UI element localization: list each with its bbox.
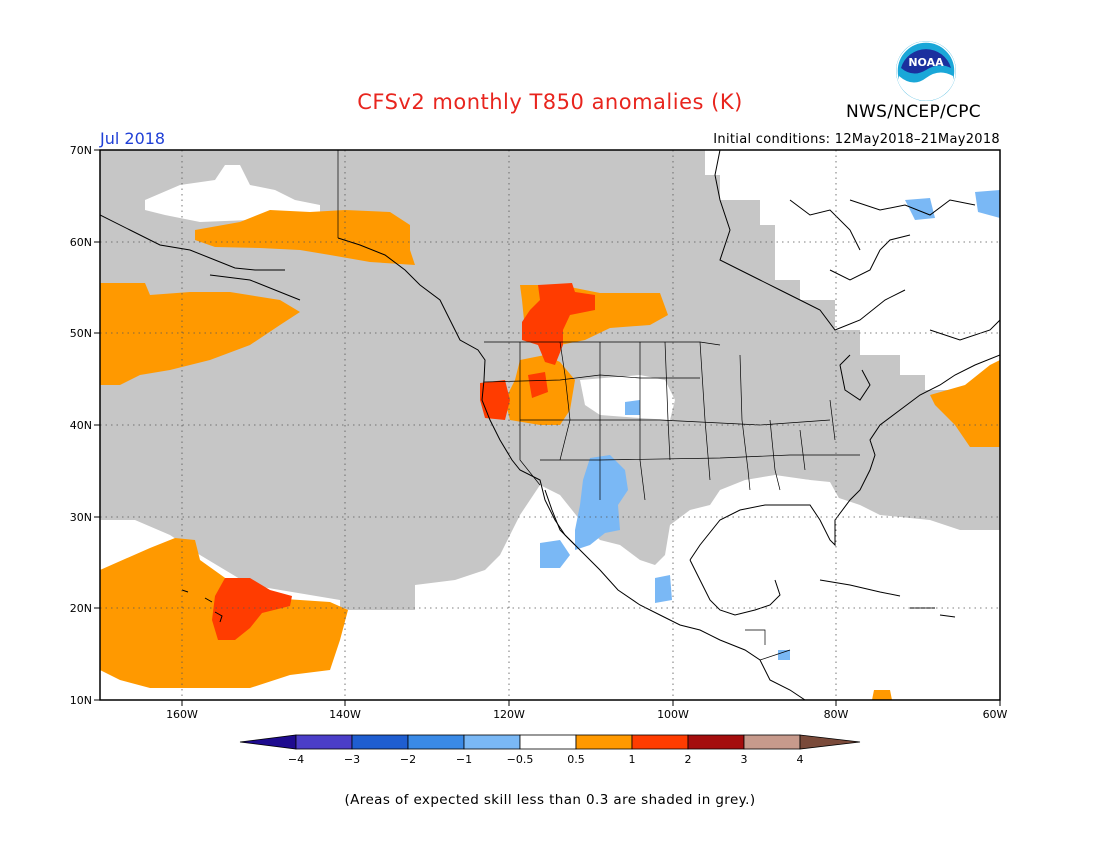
lat-label: 60N	[70, 236, 92, 249]
lat-label: 20N	[70, 602, 92, 615]
legend-label: 2	[685, 753, 692, 766]
lat-label: 40N	[70, 419, 92, 432]
lat-label: 50N	[70, 327, 92, 340]
lon-label: 160W	[166, 708, 198, 721]
lat-label: 10N	[70, 694, 92, 707]
political-borders	[337, 150, 860, 661]
legend-label: 1	[629, 753, 636, 766]
anomaly-1-2	[212, 283, 595, 640]
legend-label: −4	[288, 753, 304, 766]
legend-label: −0.5	[507, 753, 534, 766]
lon-ticks	[181, 700, 1001, 706]
noaa-logo-icon: NOAA	[896, 41, 956, 101]
agency-label: NWS/NCEP/CPC	[846, 102, 981, 122]
initial-conditions-label: Initial conditions: 12May2018–21May2018	[713, 132, 1000, 147]
white-patch-southeast	[740, 478, 840, 510]
legend-arrow-high	[799, 734, 861, 750]
lat-label: 70N	[70, 144, 92, 157]
legend-swatch	[295, 734, 353, 750]
legend-swatch	[407, 734, 465, 750]
legend-label: −1	[456, 753, 472, 766]
legend-label: −3	[344, 753, 360, 766]
legend-label: 3	[741, 753, 748, 766]
legend-swatch	[575, 734, 633, 750]
lon-label: 80W	[824, 708, 849, 721]
white-patch-alaska-north	[145, 165, 320, 222]
valid-month-label: Jul 2018	[100, 129, 166, 148]
lat-label: 30N	[70, 511, 92, 524]
legend-swatch	[631, 734, 689, 750]
legend-label: 0.5	[567, 753, 585, 766]
legend-label: −2	[400, 753, 416, 766]
graticule	[100, 150, 1000, 700]
color-legend	[239, 734, 861, 750]
lat-ticks	[94, 149, 100, 701]
legend-swatch	[463, 734, 521, 750]
white-patch-great-basin	[580, 375, 675, 420]
white-patch-gulf	[680, 500, 760, 580]
legend-swatch	[351, 734, 409, 750]
legend-swatch	[743, 734, 801, 750]
noaa-logo: NOAA	[895, 40, 957, 102]
legend-swatch	[687, 734, 745, 750]
legend-label: 4	[797, 753, 804, 766]
legend-arrow-low	[239, 734, 297, 750]
legend-swatch	[519, 734, 577, 750]
lon-label: 140W	[329, 708, 361, 721]
lon-label: 100W	[657, 708, 689, 721]
svg-text:NOAA: NOAA	[908, 56, 944, 69]
lon-label: 120W	[493, 708, 525, 721]
map-title: CFSv2 monthly T850 anomalies (K)	[357, 90, 743, 114]
lon-label: 60W	[983, 708, 1008, 721]
skill-footnote: (Areas of expected skill less than 0.3 a…	[344, 792, 756, 808]
coastlines	[100, 150, 1000, 700]
